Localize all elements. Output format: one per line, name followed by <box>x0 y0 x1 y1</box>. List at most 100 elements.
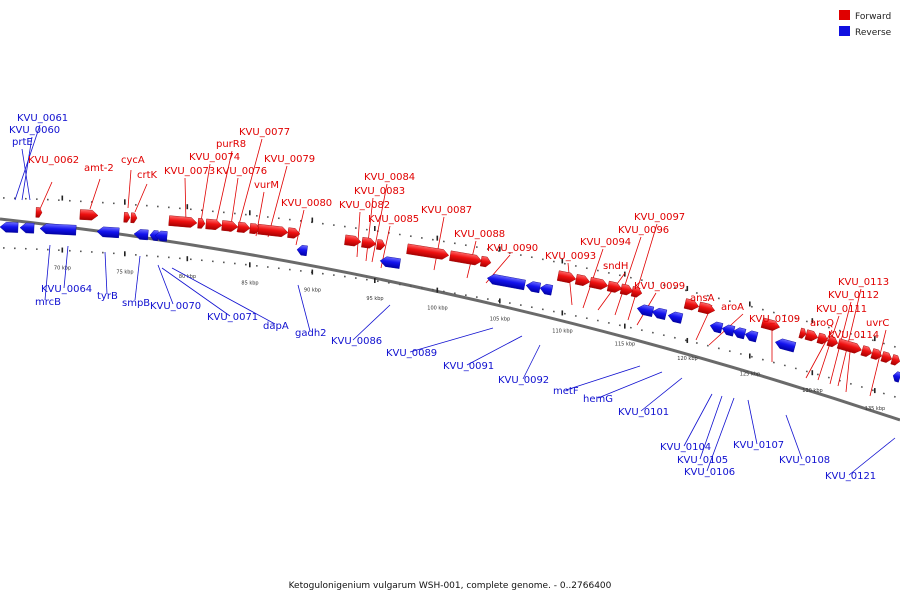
gene-label-kvu_0089[interactable]: KVU_0089 <box>386 348 437 359</box>
gene-label-kvu_0060[interactable]: KVU_0060 <box>9 125 60 136</box>
reverse-gene-arrow[interactable] <box>732 326 747 340</box>
forward-gene-arrow[interactable] <box>79 209 99 221</box>
gene-label-ansa[interactable]: ansA <box>690 293 715 304</box>
gene-label-kvu_0091[interactable]: KVU_0091 <box>443 361 494 372</box>
reverse-gene-arrow[interactable] <box>133 229 149 241</box>
forward-gene-arrow[interactable] <box>237 221 251 233</box>
forward-gene-arrow[interactable] <box>588 276 609 291</box>
reverse-gene-arrow[interactable] <box>0 221 19 233</box>
reverse-gene-arrow[interactable] <box>892 371 900 383</box>
forward-gene-arrow[interactable] <box>574 274 591 287</box>
gene-label-smpb[interactable]: smpB <box>122 298 150 309</box>
reverse-gene-arrow[interactable] <box>667 311 684 324</box>
gene-label-uvrc[interactable]: uvrC <box>866 318 889 329</box>
gene-label-kvu_0073[interactable]: KVU_0073 <box>164 166 215 177</box>
reverse-gene-arrow[interactable] <box>774 337 797 353</box>
forward-gene-arrow[interactable] <box>257 223 289 238</box>
gene-label-kvu_0082[interactable]: KVU_0082 <box>339 200 390 211</box>
gene-label-kvu_0112[interactable]: KVU_0112 <box>828 290 879 301</box>
gene-label-kvu_0087[interactable]: KVU_0087 <box>421 205 472 216</box>
forward-gene-arrow[interactable] <box>760 317 781 332</box>
forward-gene-arrow[interactable] <box>606 280 623 294</box>
reverse-gene-arrow[interactable] <box>721 324 736 337</box>
reverse-gene-arrow[interactable] <box>96 226 120 239</box>
forward-gene-arrow[interactable] <box>479 255 492 268</box>
gene-label-crtk[interactable]: crtK <box>137 170 158 181</box>
gene-label-kvu_0080[interactable]: KVU_0080 <box>281 198 332 209</box>
gene-label-kvu_0077[interactable]: KVU_0077 <box>239 127 290 138</box>
reverse-gene-arrow[interactable] <box>149 230 159 241</box>
reverse-gene-arrow[interactable] <box>39 223 77 236</box>
gene-label-gadh2[interactable]: gadh2 <box>295 328 327 339</box>
forward-gene-arrow[interactable] <box>697 301 716 316</box>
forward-gene-arrow[interactable] <box>406 243 450 261</box>
forward-gene-arrow[interactable] <box>683 298 700 312</box>
gene-label-sndh[interactable]: sndH <box>603 261 628 272</box>
gene-label-kvu_0092[interactable]: KVU_0092 <box>498 375 549 386</box>
forward-gene-arrow[interactable] <box>376 239 386 251</box>
gene-label-hemg[interactable]: hemG <box>583 394 613 405</box>
forward-gene-arrow[interactable] <box>449 250 483 266</box>
forward-gene-arrow[interactable] <box>556 270 577 284</box>
forward-gene-arrow[interactable] <box>836 338 863 355</box>
reverse-gene-arrow[interactable] <box>744 329 759 343</box>
gene-label-kvu_0076[interactable]: KVU_0076 <box>216 166 267 177</box>
gene-label-kvu_0104[interactable]: KVU_0104 <box>660 442 711 453</box>
forward-gene-arrow[interactable] <box>890 354 900 366</box>
gene-label-purr8[interactable]: purR8 <box>216 139 246 150</box>
gene-label-kvu_0106[interactable]: KVU_0106 <box>684 467 735 478</box>
gene-label-vurm[interactable]: vurM <box>254 180 279 191</box>
gene-label-kvu_0121[interactable]: KVU_0121 <box>825 471 876 482</box>
reverse-gene-arrow[interactable] <box>486 273 526 291</box>
gene-label-aroa[interactable]: aroA <box>721 302 744 313</box>
reverse-gene-arrow[interactable] <box>379 256 401 269</box>
forward-gene-arrow[interactable] <box>130 212 138 224</box>
gene-label-kvu_0085[interactable]: KVU_0085 <box>368 214 419 225</box>
forward-gene-arrow[interactable] <box>630 286 643 298</box>
forward-gene-arrow[interactable] <box>361 236 377 249</box>
forward-gene-arrow[interactable] <box>870 348 883 360</box>
gene-label-kvu_0099[interactable]: KVU_0099 <box>634 281 685 292</box>
gene-label-kvu_0090[interactable]: KVU_0090 <box>487 243 538 254</box>
gene-label-kvu_0101[interactable]: KVU_0101 <box>618 407 669 418</box>
gene-label-kvu_0111[interactable]: KVU_0111 <box>816 304 867 315</box>
gene-label-prte[interactable]: prtE <box>12 137 33 148</box>
gene-label-kvu_0107[interactable]: KVU_0107 <box>733 440 784 451</box>
gene-label-aroq[interactable]: aroQ <box>810 318 834 329</box>
forward-gene-arrow[interactable] <box>205 218 223 231</box>
reverse-gene-arrow[interactable] <box>296 245 308 257</box>
gene-label-kvu_0062[interactable]: KVU_0062 <box>28 155 79 166</box>
reverse-gene-arrow[interactable] <box>539 283 554 296</box>
forward-gene-arrow[interactable] <box>168 215 198 228</box>
reverse-gene-arrow[interactable] <box>154 230 168 242</box>
gene-label-kvu_0071[interactable]: KVU_0071 <box>207 312 258 323</box>
forward-gene-arrow[interactable] <box>35 207 43 218</box>
gene-label-kvu_0105[interactable]: KVU_0105 <box>677 455 728 466</box>
gene-label-kvu_0083[interactable]: KVU_0083 <box>354 186 405 197</box>
gene-label-kvu_0088[interactable]: KVU_0088 <box>454 229 505 240</box>
forward-gene-arrow[interactable] <box>344 234 362 247</box>
gene-label-kvu_0097[interactable]: KVU_0097 <box>634 212 685 223</box>
forward-gene-arrow[interactable] <box>197 217 206 229</box>
gene-label-amt-2[interactable]: amt-2 <box>84 163 114 174</box>
gene-label-dapa[interactable]: dapA <box>263 321 289 332</box>
gene-label-mrcb[interactable]: mrcB <box>35 297 61 308</box>
gene-label-kvu_0094[interactable]: KVU_0094 <box>580 237 631 248</box>
forward-gene-arrow[interactable] <box>249 223 261 235</box>
forward-gene-arrow[interactable] <box>816 332 829 345</box>
forward-gene-arrow[interactable] <box>798 327 807 339</box>
reverse-gene-arrow[interactable] <box>651 307 668 320</box>
gene-label-metf[interactable]: metF <box>553 386 579 397</box>
gene-label-kvu_0108[interactable]: KVU_0108 <box>779 455 830 466</box>
reverse-gene-arrow[interactable] <box>525 280 542 294</box>
gene-label-kvu_0064[interactable]: KVU_0064 <box>41 284 92 295</box>
reverse-gene-arrow[interactable] <box>636 303 655 317</box>
gene-label-kvu_0113[interactable]: KVU_0113 <box>838 277 889 288</box>
forward-gene-arrow[interactable] <box>123 212 131 223</box>
forward-gene-arrow[interactable] <box>221 220 239 232</box>
forward-gene-arrow[interactable] <box>804 329 819 343</box>
gene-label-kvu_0074[interactable]: KVU_0074 <box>189 152 240 163</box>
gene-label-kvu_0079[interactable]: KVU_0079 <box>264 154 315 165</box>
forward-gene-arrow[interactable] <box>826 335 839 348</box>
forward-gene-arrow[interactable] <box>619 283 634 296</box>
